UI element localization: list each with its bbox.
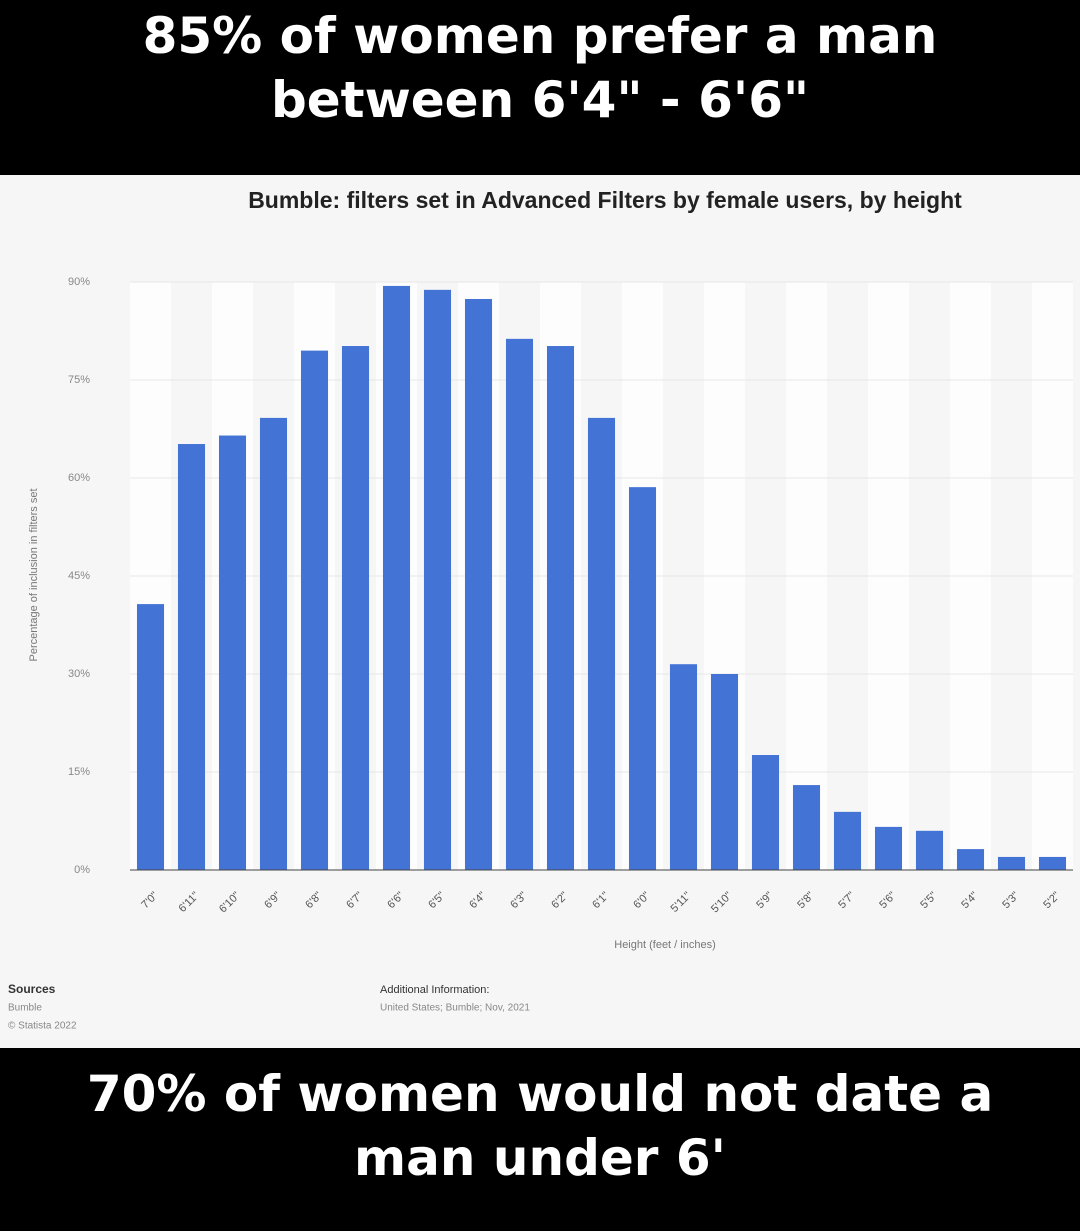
chart: Bumble: filters set in Advanced Filters … — [0, 175, 1080, 1048]
y-tick-label: 60% — [68, 472, 90, 484]
bar — [218, 435, 247, 870]
y-tick-label: 30% — [68, 668, 90, 680]
y-axis-label: Percentage of inclusion in filters set — [28, 488, 40, 661]
y-tick-label: 45% — [68, 570, 90, 582]
source-item: © Statista 2022 — [8, 1021, 77, 1032]
additional-info-heading: Additional Information: — [380, 984, 489, 996]
bar — [874, 826, 903, 870]
bar — [915, 830, 944, 870]
x-axis-label: Height (feet / inches) — [614, 939, 716, 951]
bar — [710, 674, 739, 870]
bar — [259, 417, 288, 870]
y-tick-label: 75% — [68, 374, 90, 386]
top-caption: 85% of women prefer a man between 6'4" -… — [0, 4, 1080, 175]
bar — [423, 289, 452, 871]
y-tick-label: 0% — [74, 864, 90, 876]
bar — [751, 755, 780, 870]
bar — [300, 350, 329, 871]
bar — [546, 346, 575, 870]
bar — [997, 856, 1026, 870]
bar — [956, 849, 985, 870]
bar — [792, 785, 821, 870]
source-item: Bumble — [8, 1003, 42, 1014]
y-tick-label: 15% — [68, 766, 90, 778]
bar — [669, 664, 698, 870]
y-tick-label: 90% — [68, 276, 90, 288]
bar — [587, 417, 616, 870]
bar — [177, 444, 206, 870]
bar — [341, 346, 370, 870]
bar — [464, 298, 493, 870]
bottom-caption: 70% of women would not date a man under … — [0, 1062, 1080, 1231]
bar — [833, 811, 862, 870]
bar — [628, 487, 657, 870]
chart-title: Bumble: filters set in Advanced Filters … — [248, 187, 962, 213]
sources-heading: Sources — [8, 982, 56, 996]
bar — [136, 604, 165, 870]
bar — [505, 338, 534, 871]
additional-info-text: United States; Bumble; Nov, 2021 — [380, 1003, 530, 1014]
bar — [1038, 856, 1067, 870]
bar — [382, 285, 411, 870]
